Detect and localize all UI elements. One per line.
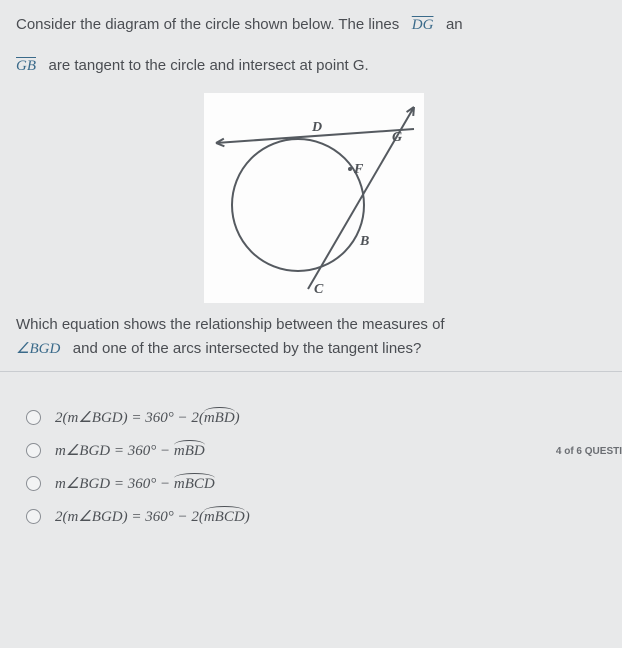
option-equation: m∠BGD = 360° − mBCD	[55, 474, 215, 493]
radio-button[interactable]	[26, 509, 41, 524]
option-equation: 2(m∠BGD) = 360° − 2(mBD)	[55, 408, 240, 427]
svg-text:C: C	[314, 282, 324, 297]
var-gb: GB	[16, 54, 36, 80]
radio-button[interactable]	[26, 476, 41, 491]
answer-option-1[interactable]: 2(m∠BGD) = 360° − 2(mBD)	[26, 408, 622, 427]
svg-text:G: G	[392, 130, 402, 145]
question-text: Which equation shows the relationship be…	[16, 313, 612, 361]
answer-options: 2(m∠BGD) = 360° − 2(mBD) m∠BGD = 360° − m…	[26, 408, 622, 526]
answer-option-4[interactable]: 2(m∠BGD) = 360° − 2(mBCD)	[26, 507, 622, 526]
radio-button[interactable]	[26, 410, 41, 425]
question-counter: 4 of 6 QUESTI	[556, 446, 622, 457]
divider	[0, 371, 622, 372]
prompt-text: Consider the diagram of the circle shown…	[16, 12, 612, 39]
svg-text:D: D	[311, 120, 322, 135]
prompt-text-2: GB are tangent to the circle and interse…	[16, 53, 612, 80]
option-equation: 2(m∠BGD) = 360° − 2(mBCD)	[55, 507, 250, 526]
radio-button[interactable]	[26, 443, 41, 458]
angle-bgd: ∠BGD	[16, 341, 60, 357]
answer-option-2[interactable]: m∠BGD = 360° − mBD	[26, 441, 622, 460]
svg-text:B: B	[359, 234, 369, 249]
var-dg: DG	[412, 13, 434, 39]
diagram-svg: D G F B C	[204, 93, 424, 303]
svg-text:F: F	[353, 162, 364, 177]
answer-option-3[interactable]: m∠BGD = 360° − mBCD	[26, 474, 622, 493]
option-equation: m∠BGD = 360° − mBD	[55, 441, 205, 460]
circle-diagram: D G F B C	[204, 93, 424, 303]
